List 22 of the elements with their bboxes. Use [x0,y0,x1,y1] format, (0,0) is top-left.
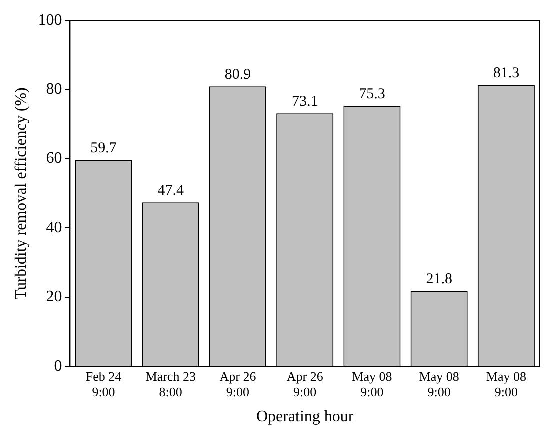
x-tick-label: Apr 26 9:00 [286,368,324,400]
data-label: 75.3 [359,86,386,102]
data-label: 73.1 [292,94,318,110]
y-tick-label: 20 [46,288,62,306]
y-tick-label: 80 [46,81,62,98]
y-tick-label: 60 [46,150,62,168]
data-label: 81.3 [493,66,520,82]
x-tick-label: May 08 9:00 [486,368,526,400]
data-label: 47.4 [158,183,184,200]
y-axis-title: Turbidity removal efficiency (%) [12,88,30,300]
x-axis-title: Operating hour [256,408,354,426]
y-tick-label: 0 [54,358,62,375]
x-tick-label: May 08 9:00 [419,368,460,400]
y-tick-label: 100 [38,12,62,29]
x-tick-label: Apr 26 9:00 [220,368,257,400]
data-label: 21.8 [426,272,452,288]
data-label: 80.9 [224,67,252,84]
x-tick-label: Feb 24 9:00 [86,368,122,400]
data-label: 59.7 [90,140,118,156]
y-tick-label: 40 [46,219,62,236]
x-tick-label: May 08 9:00 [352,368,392,400]
x-tick-label: March 23 8:00 [146,368,196,400]
